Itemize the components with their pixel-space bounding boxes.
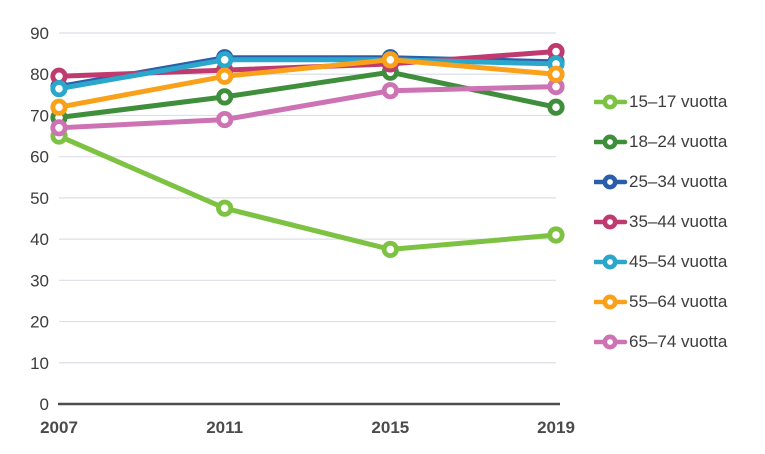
x-tick-label-2011: 2011 xyxy=(206,418,243,437)
series-line-15-17-vuotta xyxy=(56,133,559,252)
legend-label: 65–74 vuotta xyxy=(629,332,728,351)
data-point-15-17-vuotta-2015 xyxy=(381,240,399,259)
y-tick-label-10: 10 xyxy=(30,354,49,373)
legend-marker-icon xyxy=(594,294,628,310)
legend-label: 25–34 vuotta xyxy=(629,172,728,191)
series-55-64-vuotta xyxy=(50,51,565,116)
legend-item-35-44-vuotta: 35–44 vuotta xyxy=(594,202,727,242)
data-point-55-64-vuotta-2007 xyxy=(50,98,68,116)
y-tick-label-50: 50 xyxy=(30,189,49,208)
y-tick-label-70: 70 xyxy=(30,106,49,125)
y-tick-label-60: 60 xyxy=(30,148,49,167)
legend-marker-icon xyxy=(594,134,628,150)
legend-label: 15–17 vuotta xyxy=(629,92,728,111)
y-tick-label-0: 0 xyxy=(40,395,49,414)
data-point-55-64-vuotta-2019 xyxy=(547,65,565,83)
y-tick-label-80: 80 xyxy=(30,65,49,84)
legend-item-25-34-vuotta: 25–34 vuotta xyxy=(594,162,727,202)
data-point-65-74-vuotta-2007 xyxy=(50,119,68,137)
data-point-45-54-vuotta-2007 xyxy=(50,80,68,98)
y-tick-label-90: 90 xyxy=(30,24,49,43)
legend-item-15-17-vuotta: 15–17 vuotta xyxy=(594,82,727,122)
legend-marker-icon xyxy=(594,94,628,110)
data-point-15-17-vuotta-2019 xyxy=(547,226,565,244)
data-point-65-74-vuotta-2011 xyxy=(216,110,234,129)
legend-label: 45–54 vuotta xyxy=(629,252,728,271)
legend-item-45-54-vuotta: 45–54 vuotta xyxy=(594,242,727,282)
data-point-45-54-vuotta-2011 xyxy=(216,51,234,69)
legend-label: 35–44 vuotta xyxy=(629,212,728,231)
series-line-65-74-vuotta xyxy=(56,84,559,131)
series-15-17-vuotta xyxy=(50,127,565,259)
x-tick-label-2007: 2007 xyxy=(40,418,78,437)
y-tick-label-20: 20 xyxy=(30,313,49,332)
legend-item-65-74-vuotta: 65–74 vuotta xyxy=(594,322,727,362)
series-line-55-64-vuotta xyxy=(56,57,559,110)
legend-item-55-64-vuotta: 55–64 vuotta xyxy=(594,282,727,322)
series-line-45-54-vuotta xyxy=(56,57,559,92)
y-tick-label-30: 30 xyxy=(30,271,49,290)
legend: 15–17 vuotta 18–24 vuotta 25–34 vuotta 35–4… xyxy=(594,82,727,362)
y-tick-label-40: 40 xyxy=(30,230,49,249)
legend-marker-icon xyxy=(594,174,628,190)
x-tick-label-2019: 2019 xyxy=(537,418,575,437)
data-point-55-64-vuotta-2015 xyxy=(381,51,399,69)
data-point-65-74-vuotta-2015 xyxy=(381,82,399,100)
legend-marker-icon xyxy=(594,254,628,270)
x-tick-label-2015: 2015 xyxy=(371,418,409,437)
data-point-15-17-vuotta-2011 xyxy=(216,199,234,217)
legend-item-18-24-vuotta: 18–24 vuotta xyxy=(594,122,727,162)
data-point-55-64-vuotta-2011 xyxy=(216,67,234,85)
legend-label: 18–24 vuotta xyxy=(629,132,728,151)
legend-marker-icon xyxy=(594,334,628,350)
legend-label: 55–64 vuotta xyxy=(629,292,728,311)
data-point-18-24-vuotta-2011 xyxy=(216,88,234,106)
legend-marker-icon xyxy=(594,214,628,230)
data-point-18-24-vuotta-2019 xyxy=(547,98,565,116)
